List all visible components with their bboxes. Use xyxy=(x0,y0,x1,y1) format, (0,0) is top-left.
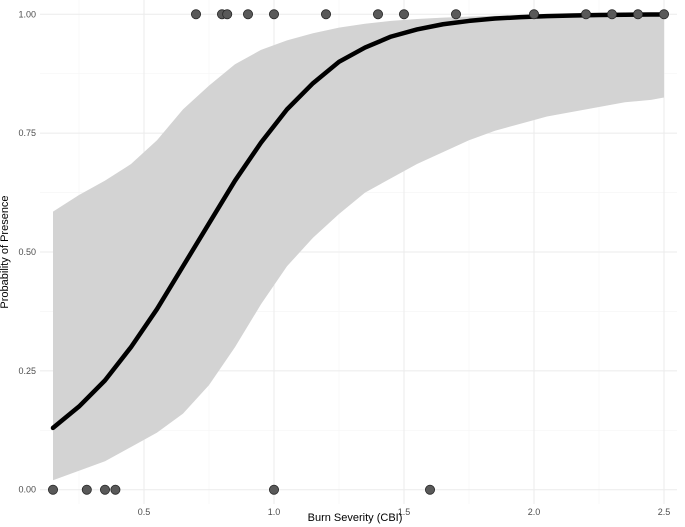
x-axis-title: Burn Severity (CBI) xyxy=(308,512,403,524)
x-axis-tick-labels: 0.5 1.0 1.5 2.0 2.5 xyxy=(138,507,671,517)
data-point xyxy=(222,9,233,20)
x-tick-label: 0.5 xyxy=(138,507,151,517)
y-axis-tick-labels: 0.00 0.25 0.50 0.75 1.00 xyxy=(18,9,36,494)
data-point xyxy=(48,484,59,495)
data-point xyxy=(659,9,670,20)
data-point xyxy=(268,484,279,495)
data-point xyxy=(424,484,435,495)
y-tick-label: 0.25 xyxy=(18,366,36,376)
y-tick-label: 0.75 xyxy=(18,128,36,138)
data-point xyxy=(110,484,121,495)
data-point xyxy=(529,9,540,20)
y-tick-label: 0.00 xyxy=(18,485,36,495)
x-tick-label: 2.5 xyxy=(658,507,671,517)
data-point xyxy=(242,9,253,20)
data-point xyxy=(268,9,279,20)
data-point xyxy=(450,9,461,20)
data-point xyxy=(607,9,618,20)
x-tick-label: 1.0 xyxy=(268,507,281,517)
data-point xyxy=(100,484,111,495)
data-point xyxy=(372,9,383,20)
fitted-probability-curve xyxy=(50,12,667,431)
data-point xyxy=(633,9,644,20)
data-point xyxy=(581,9,592,20)
x-tick-label: 1.5 xyxy=(398,507,411,517)
confidence-band xyxy=(53,14,664,481)
observation-points xyxy=(48,9,670,495)
data-point xyxy=(190,9,201,20)
data-point xyxy=(81,484,92,495)
y-tick-label: 1.00 xyxy=(18,9,36,19)
y-tick-label: 0.50 xyxy=(18,247,36,257)
data-point xyxy=(320,9,331,20)
y-axis-title: Probability of Presence xyxy=(0,195,11,308)
x-tick-label: 2.0 xyxy=(528,507,541,517)
data-point xyxy=(398,9,409,20)
